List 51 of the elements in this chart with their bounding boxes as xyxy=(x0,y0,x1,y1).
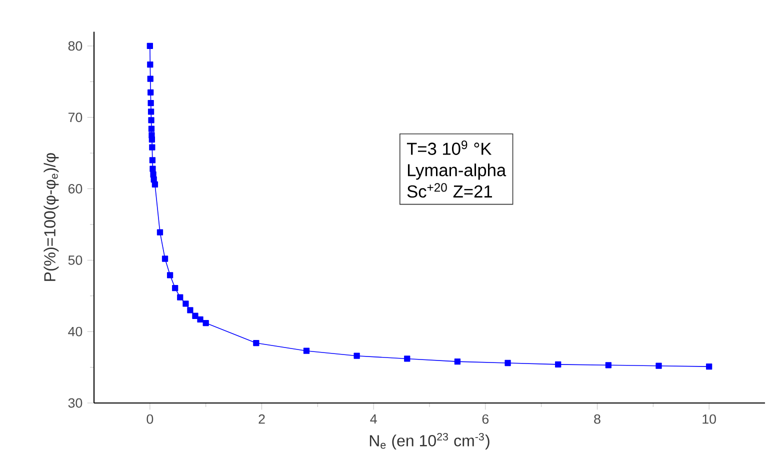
point xyxy=(166,272,174,278)
point xyxy=(192,312,198,319)
point xyxy=(150,166,156,172)
y-axis-title: P(%)=100(φ-φ$_{e}$)/φ xyxy=(44,153,59,281)
x-tick-label: 0 xyxy=(146,414,154,424)
point xyxy=(555,361,562,368)
point xyxy=(147,76,154,82)
point xyxy=(354,352,360,359)
point xyxy=(605,362,612,368)
x-tick-label: 10 xyxy=(702,414,716,424)
point xyxy=(149,144,156,150)
point xyxy=(162,256,168,262)
point xyxy=(303,348,310,354)
y-tick-label: 30 xyxy=(68,398,82,408)
point xyxy=(454,358,461,365)
point xyxy=(148,100,154,106)
y-tick-label: 60 xyxy=(68,184,82,194)
annotation: Sc$^{+20}$ Z=21 xyxy=(407,183,492,198)
x-tick-label: 8 xyxy=(594,414,600,424)
point xyxy=(706,364,712,370)
y-tick-label: 50 xyxy=(68,255,82,265)
point xyxy=(148,117,154,124)
x-tick-label: 6 xyxy=(482,414,489,424)
annotation: T=3 10$^{9}$ °K xyxy=(406,140,492,155)
point xyxy=(148,89,154,96)
y-tick-label: 40 xyxy=(68,326,82,336)
point xyxy=(202,320,209,326)
x-tick-label: 2 xyxy=(258,414,265,424)
point xyxy=(146,42,153,50)
y-tick-label: 70 xyxy=(68,112,82,122)
point xyxy=(147,61,154,68)
point xyxy=(187,307,194,314)
annotation: Lyman-alpha xyxy=(408,164,506,180)
point xyxy=(148,108,154,115)
point xyxy=(149,157,156,164)
point xyxy=(404,356,410,362)
point xyxy=(150,171,156,178)
x-tick-label: 4 xyxy=(370,414,377,424)
point xyxy=(156,229,164,236)
point xyxy=(182,300,189,307)
point xyxy=(148,126,155,132)
point xyxy=(148,136,156,143)
y-tick-label: 80 xyxy=(68,41,82,51)
point xyxy=(172,284,178,292)
point xyxy=(656,362,662,369)
x-axis-title: N$_{e}$ (en 10$^{23}$ cm$^{-3}$) xyxy=(370,432,490,450)
point xyxy=(253,340,260,346)
point xyxy=(504,360,511,366)
point xyxy=(177,294,184,300)
point xyxy=(197,316,204,323)
point xyxy=(152,181,158,188)
